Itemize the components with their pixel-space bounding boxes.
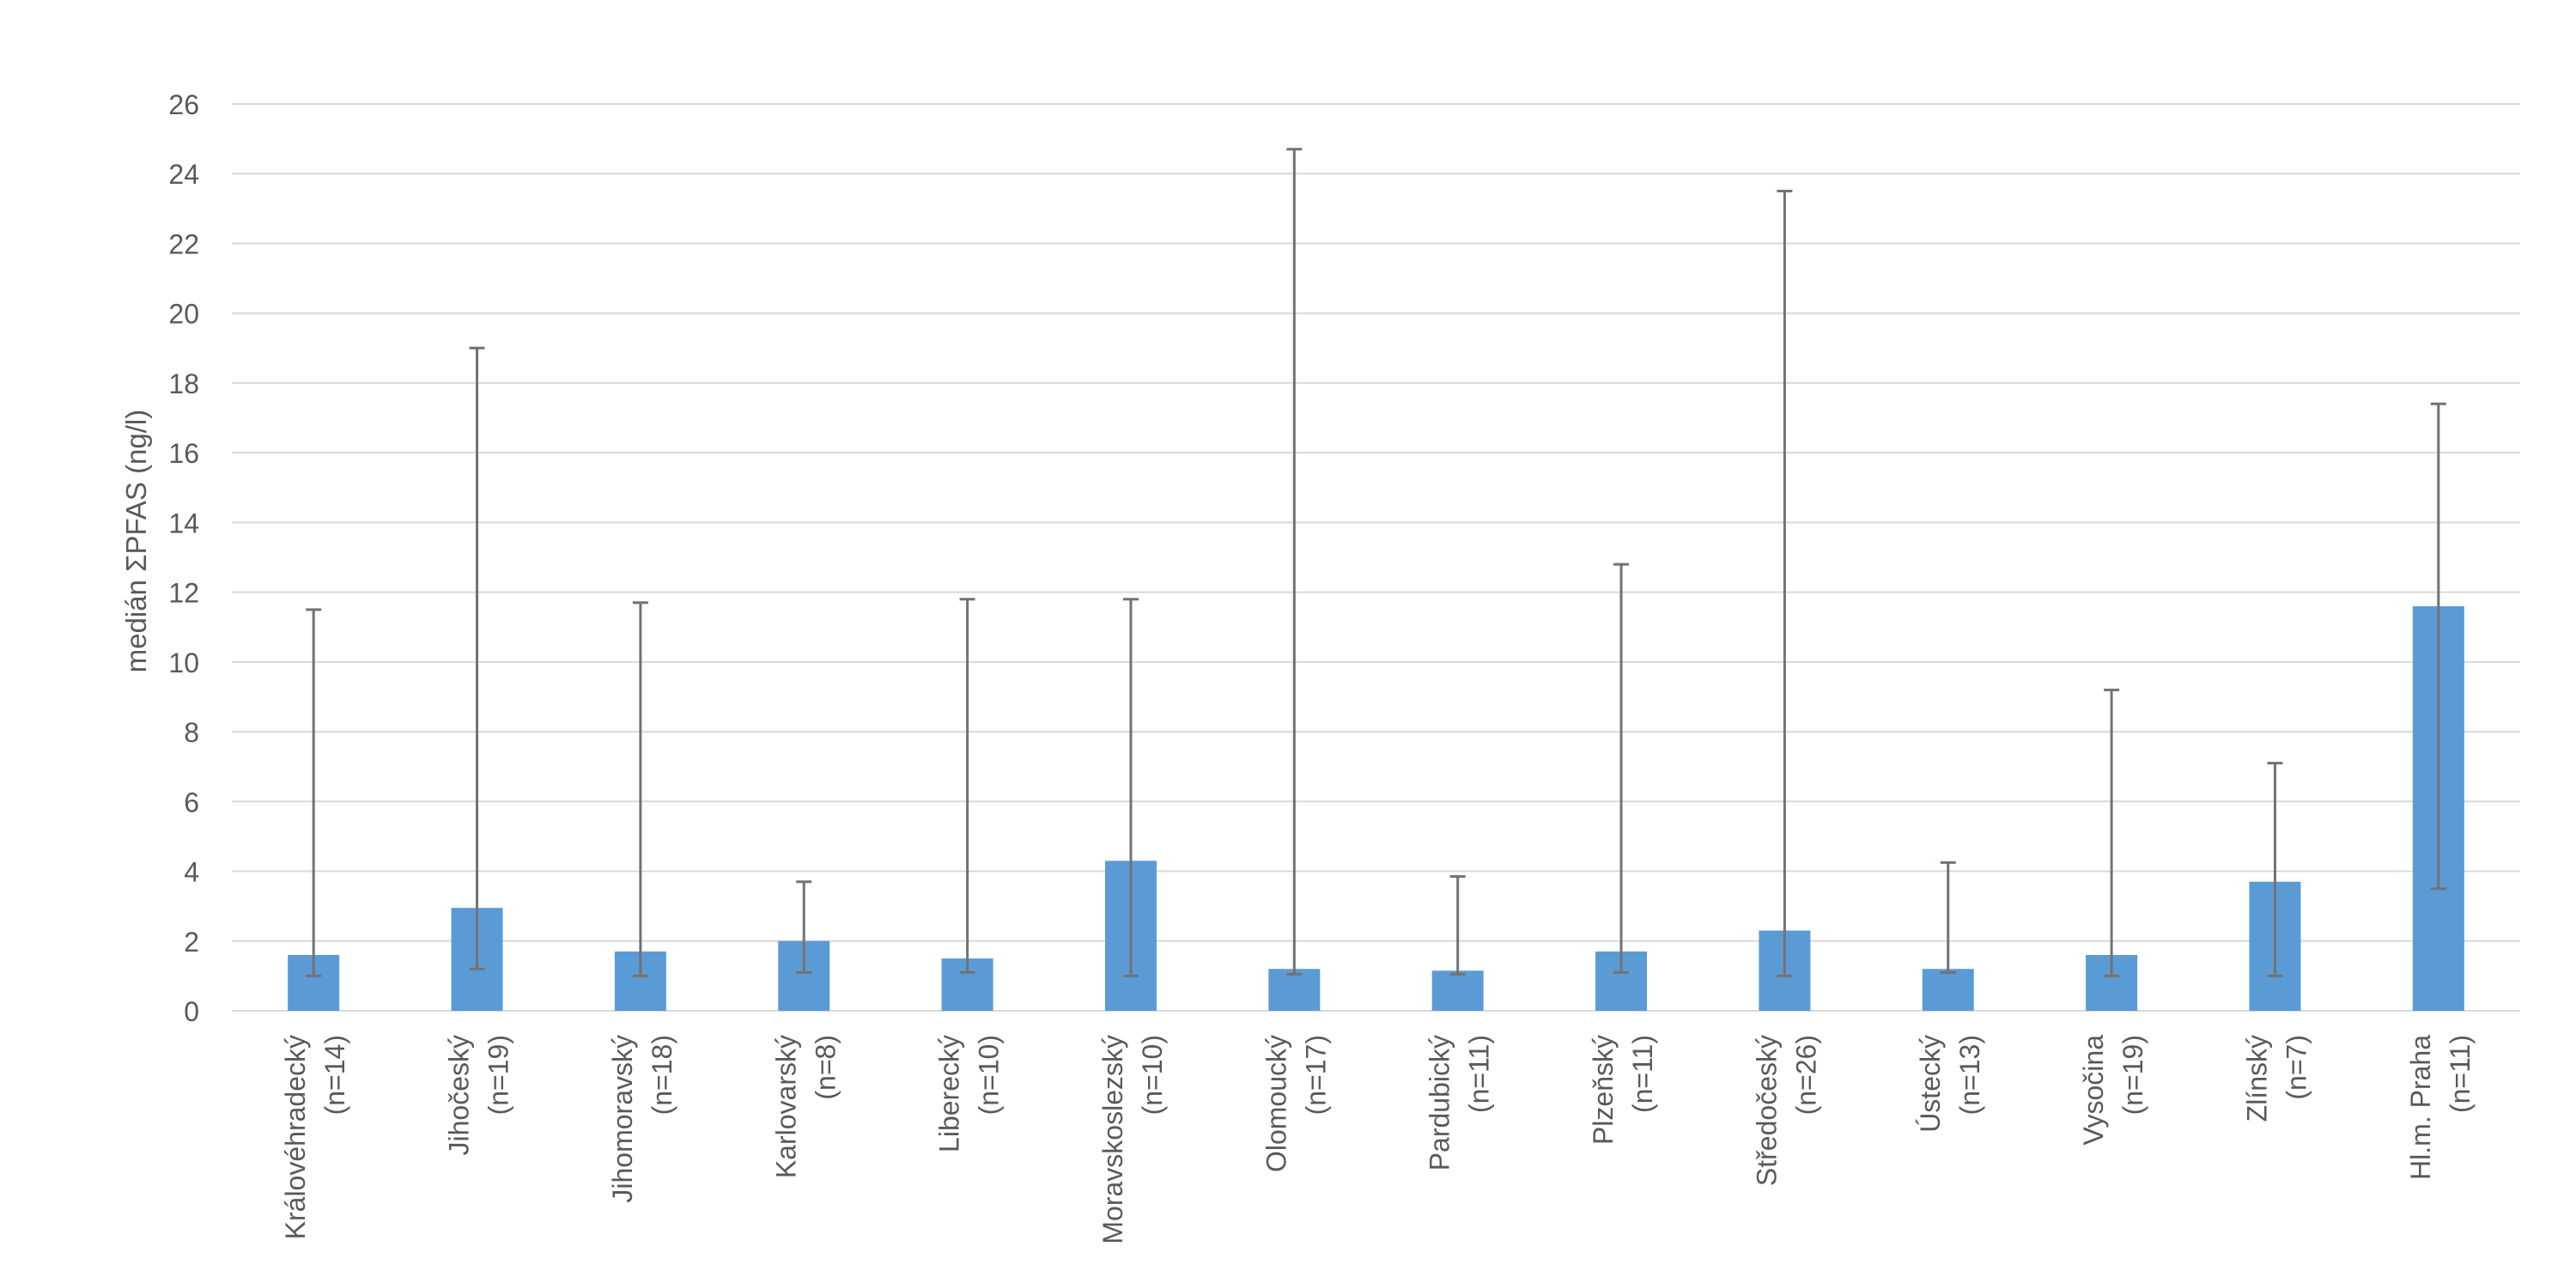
x-tick-label-name: Plzeňský [1588,1035,1619,1145]
x-tick-label: Jihomoravský (n=18) [607,1035,677,1203]
x-tick-label-name: Středočeský [1751,1035,1782,1186]
x-tick-label: Hl.m. Praha (n=11) [2405,1035,2476,1180]
y-axis-title: medián ΣPFAS (ng/l) [120,410,152,673]
x-tick-label-count: (n=19) [483,1035,514,1115]
y-tick-label: 10 [168,648,199,678]
y-tick-label: 6 [184,787,199,818]
gridlines [232,103,2520,1012]
y-tick-label: 12 [168,578,199,609]
x-tick-label-name: Zlínský [2241,1035,2272,1122]
x-tick-label: Moravskoslezský (n=10) [1097,1035,1168,1244]
x-tick-label: Liberecký (n=10) [934,1035,1005,1152]
x-tick-label: Pardubický (n=11) [1425,1035,1495,1171]
bar [1922,969,1974,1011]
x-tick-label-name: Pardubický [1425,1035,1455,1171]
x-tick-label-count: (n=11) [1464,1035,1495,1113]
x-tick-label: Plzeňský (n=11) [1588,1035,1658,1145]
x-tick-label-count: (n=10) [974,1035,1005,1115]
y-tick-label: 0 [184,996,199,1027]
x-tick-label-count: (n=11) [2445,1035,2476,1113]
x-tick-label-count: (n=10) [1137,1035,1168,1115]
x-tick-label-name: Jihočeský [444,1035,475,1156]
x-tick-label-name: Jihomoravský [607,1035,638,1203]
bar [1431,970,1484,1011]
x-tick-label-count: (n=11) [1627,1035,1658,1113]
x-tick-label-name: Olomoucký [1261,1035,1291,1172]
x-tick-label: Olomoucký (n=17) [1261,1035,1331,1172]
x-tick-label: Středočeský (n=26) [1751,1035,1821,1186]
y-tick-label: 24 [168,159,199,190]
x-tick-label-count: (n=17) [1300,1035,1331,1115]
y-tick-label: 20 [168,299,199,330]
x-tick-label-count: (n=18) [647,1035,677,1115]
x-tick-label-name: Karlovarský [770,1035,801,1178]
x-tick-label: Jihočeský (n=19) [444,1035,514,1156]
x-tick-label-name: Vysočina [2078,1035,2109,1146]
x-tick-label: Zlínský (n=7) [2241,1035,2312,1122]
x-tick-label-count: (n=19) [2117,1035,2148,1115]
y-tick-label: 4 [184,857,199,888]
x-tick-label-name: Moravskoslezský [1097,1035,1128,1244]
x-tick-label-name: Ústecký [1915,1035,1946,1133]
y-tick-label: 14 [168,508,199,538]
x-tick-label-count: (n=7) [2281,1035,2312,1100]
x-tick-label-count: (n=8) [810,1035,841,1100]
x-tick-label: Ústecký (n=13) [1915,1035,1985,1133]
error-bars [306,148,2446,977]
x-tick-label: Královéhradecký (n=14) [280,1035,350,1239]
y-tick-label: 2 [184,927,199,958]
x-tick-label: Vysočina (n=19) [2078,1035,2148,1146]
x-tick-label-count: (n=14) [319,1035,350,1115]
x-tick-label-name: Hl.m. Praha [2405,1035,2436,1180]
bar [1268,969,1321,1011]
x-tick-label-name: Královéhradecký [280,1035,311,1239]
y-tick-label: 26 [168,89,199,120]
x-tick-label-count: (n=26) [1790,1035,1821,1115]
bars [288,605,2464,1011]
y-tick-label: 16 [168,438,199,469]
x-tick-label-count: (n=13) [1954,1035,1985,1115]
x-tick-label-name: Liberecký [934,1035,965,1152]
x-tick-label: Karlovarský (n=8) [770,1035,841,1178]
y-tick-label: 22 [168,228,199,259]
x-axis-tick-labels: Královéhradecký (n=14) Jihočeský (n=19) Jiho… [280,1035,2476,1244]
y-tick-label: 8 [184,717,199,748]
y-tick-label: 18 [168,368,199,399]
